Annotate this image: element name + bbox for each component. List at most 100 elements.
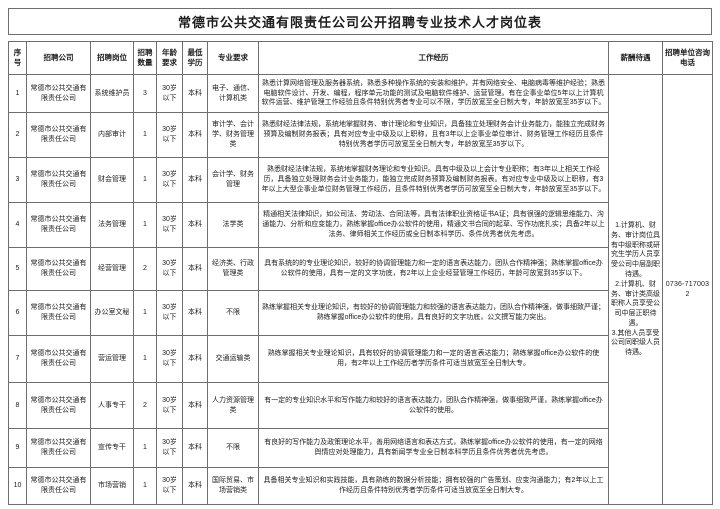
cell-age: 30岁以下 [156, 157, 183, 203]
cell-education: 本科 [182, 335, 208, 383]
cell-age: 30岁以下 [156, 112, 183, 158]
table-row: 3 常德市公共交通有限责任公司 财会管理 1 30岁以下 本科 会计学、财务管理… [8, 157, 713, 203]
table-row: 8 常德市公共交通有限责任公司 人事专干 2 30岁以下 本科 人力资源管理类 … [8, 382, 713, 429]
table-row: 2 常德市公共交通有限责任公司 内部审计 1 30岁以下 本科 审计学、会计学、… [8, 112, 713, 158]
header-count: 招聘数量 [133, 41, 157, 75]
cell-education: 本科 [182, 74, 208, 113]
page-title: 常德市公共交通有限责任公司公开招聘专业技术人才岗位表 [8, 8, 712, 35]
positions-table: 序号 招聘公司 招聘岗位 招聘数量 年龄要求 最低学历 专业要求 工作经历 薪酬… [8, 41, 713, 505]
table-row: 6 常德市公共交通有限责任公司 办公室文秘 1 30岁以下 本科 不限 熟练掌握… [8, 290, 713, 336]
cell-seq: 9 [8, 428, 27, 468]
cell-position: 办公室文秘 [90, 290, 134, 336]
cell-age: 30岁以下 [156, 382, 183, 429]
cell-company: 常德市公共交通有限责任公司 [26, 290, 91, 336]
cell-education: 本科 [182, 157, 208, 203]
cell-company: 常德市公共交通有限责任公司 [26, 335, 91, 383]
cell-age: 30岁以下 [156, 428, 183, 468]
header-position: 招聘岗位 [90, 41, 134, 75]
cell-education: 本科 [182, 112, 208, 158]
cell-company: 常德市公共交通有限责任公司 [26, 428, 91, 468]
cell-age: 30岁以下 [156, 467, 183, 505]
cell-company: 常德市公共交通有限责任公司 [26, 157, 91, 203]
cell-position: 财会管理 [90, 157, 134, 203]
cell-position: 法务管理 [90, 202, 134, 248]
table-row: 9 常德市公共交通有限责任公司 宣传专干 1 30岁以下 本科 不限 有良好的写… [8, 428, 713, 468]
table-row: 5 常德市公共交通有限责任公司 经营管理 2 30岁以下 本科 经济类、行政管理… [8, 247, 713, 291]
cell-count: 1 [133, 467, 157, 505]
cell-seq: 2 [8, 112, 27, 158]
cell-experience: 熟悉计算网络管理及服务器系统，熟悉多种操作系统的安装和维护，并有网络安全、电脑病… [258, 74, 609, 113]
cell-major: 经济类、行政管理类 [207, 247, 259, 291]
cell-company: 常德市公共交通有限责任公司 [26, 202, 91, 248]
header-major: 专业要求 [207, 41, 259, 75]
cell-position: 人事专干 [90, 382, 134, 429]
cell-count: 1 [133, 112, 157, 158]
cell-count: 2 [133, 382, 157, 429]
cell-age: 30岁以下 [156, 202, 183, 248]
cell-education: 本科 [182, 202, 208, 248]
header-row: 序号 招聘公司 招聘岗位 招聘数量 年龄要求 最低学历 专业要求 工作经历 薪酬… [8, 41, 713, 75]
cell-company: 常德市公共交通有限责任公司 [26, 467, 91, 505]
cell-count: 3 [133, 74, 157, 113]
cell-experience: 熟悉财经法律法规，系统地掌握财务、审计理论和专业知识，具备独立处理财务会计业务能… [258, 112, 609, 158]
cell-experience: 具备相关专业知识和实践技能，具有熟练的数据分析技能；拥有较强的广告策划、应变沟通… [258, 467, 609, 505]
cell-position: 营运管理 [90, 335, 134, 383]
cell-age: 30岁以下 [156, 335, 183, 383]
table-row: 10 常德市公共交通有限责任公司 市场营销 1 30岁以下 本科 国际贸易、市场… [8, 467, 713, 505]
cell-major: 法学类 [207, 202, 259, 248]
cell-seq: 7 [8, 335, 27, 383]
cell-experience: 熟练掌握相关专业理论知识，有较好的协调管理能力和较强的语言表达能力，团队合作精神… [258, 290, 609, 336]
cell-company: 常德市公共交通有限责任公司 [26, 112, 91, 158]
cell-company: 常德市公共交通有限责任公司 [26, 382, 91, 429]
header-phone: 招聘单位咨询电话 [662, 41, 713, 75]
cell-experience: 精通相关法律知识，如公司法、劳动法、合同法等，具有法律职业资格证书A证；具有很强… [258, 202, 609, 248]
cell-phone: 0736-7170032 [662, 74, 713, 505]
cell-position: 系统维护员 [90, 74, 134, 113]
cell-education: 本科 [182, 382, 208, 429]
cell-count: 1 [133, 428, 157, 468]
cell-position: 内部审计 [90, 112, 134, 158]
cell-count: 1 [133, 290, 157, 336]
table-row: 7 常德市公共交通有限责任公司 营运管理 1 30岁以下 本科 交通运输类 熟练… [8, 335, 713, 383]
cell-education: 本科 [182, 467, 208, 505]
cell-seq: 10 [8, 467, 27, 505]
cell-count: 1 [133, 335, 157, 383]
cell-experience: 有一定的专业知识水平和写作能力和较好的语言表达能力，团队合作精神强，做事细致严谨… [258, 382, 609, 429]
cell-seq: 4 [8, 202, 27, 248]
header-seq: 序号 [8, 41, 27, 75]
cell-major: 审计学、会计学、财务管理类 [207, 112, 259, 158]
cell-major: 不限 [207, 428, 259, 468]
cell-experience: 有良好的写作能力及政策理论水平，善用网络语言和表达方式，熟练掌握office办公… [258, 428, 609, 468]
cell-count: 1 [133, 157, 157, 203]
cell-seq: 3 [8, 157, 27, 203]
cell-experience: 熟悉财经法律法规，系统地掌握财务理论和专业知识。具有中级及以上会计专业职称；有3… [258, 157, 609, 203]
cell-experience: 具有系统的的专业理论知识，较好的协调管理能力和一定的语言表达能力，团队合作精神强… [258, 247, 609, 291]
cell-age: 30岁以下 [156, 74, 183, 113]
cell-major: 交通运输类 [207, 335, 259, 383]
cell-major: 会计学、财务管理 [207, 157, 259, 203]
cell-major: 国际贸易、市场营销类 [207, 467, 259, 505]
cell-major: 人力资源管理类 [207, 382, 259, 429]
cell-education: 本科 [182, 428, 208, 468]
header-experience: 工作经历 [258, 41, 609, 75]
cell-experience: 熟练掌握相关专业理论知识，具有较好的协调管理能力和一定的语言表达能力；熟练掌握o… [258, 335, 609, 383]
cell-seq: 6 [8, 290, 27, 336]
cell-age: 30岁以下 [156, 290, 183, 336]
cell-position: 经营管理 [90, 247, 134, 291]
cell-education: 本科 [182, 290, 208, 336]
table-row: 4 常德市公共交通有限责任公司 法务管理 1 30岁以下 本科 法学类 精通相关… [8, 202, 713, 248]
cell-major: 不限 [207, 290, 259, 336]
cell-seq: 8 [8, 382, 27, 429]
cell-seq: 1 [8, 74, 27, 113]
header-age: 年龄要求 [156, 41, 183, 75]
cell-education: 本科 [182, 247, 208, 291]
header-salary: 薪酬待遇 [608, 41, 663, 75]
table-row: 1 常德市公共交通有限责任公司 系统维护员 3 30岁以下 本科 电子、通信、计… [8, 74, 713, 505]
cell-company: 常德市公共交通有限责任公司 [26, 74, 91, 113]
cell-position: 市场营销 [90, 467, 134, 505]
cell-count: 2 [133, 247, 157, 291]
cell-position: 宣传专干 [90, 428, 134, 468]
header-education: 最低学历 [182, 41, 208, 75]
cell-company: 常德市公共交通有限责任公司 [26, 247, 91, 291]
